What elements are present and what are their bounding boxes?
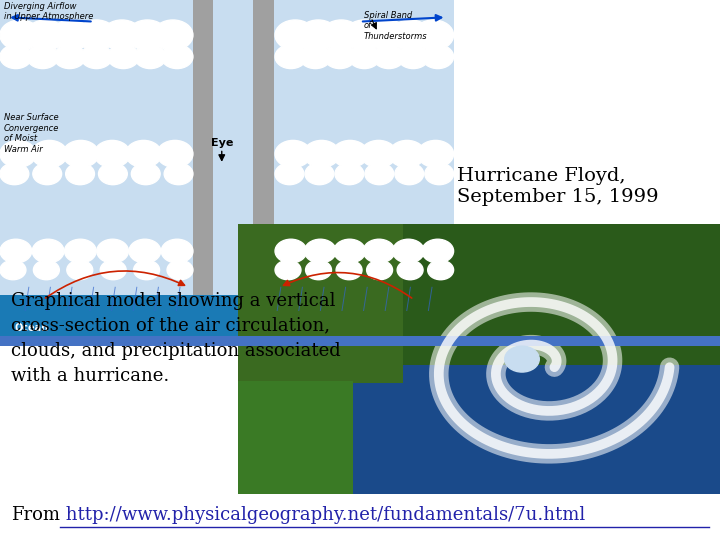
Text: Eye: Eye (210, 138, 233, 148)
Circle shape (66, 163, 94, 185)
Text: Ocean: Ocean (14, 323, 48, 333)
Circle shape (102, 20, 142, 50)
Circle shape (365, 163, 394, 185)
Text: Near Surface
Convergence
of Moist
Warm Air: Near Surface Convergence of Moist Warm A… (4, 113, 59, 153)
Circle shape (422, 45, 454, 69)
FancyBboxPatch shape (253, 0, 274, 295)
Circle shape (167, 260, 193, 280)
FancyBboxPatch shape (238, 224, 403, 383)
Circle shape (0, 239, 32, 263)
Circle shape (153, 20, 193, 50)
Circle shape (373, 45, 405, 69)
Circle shape (63, 140, 99, 167)
Circle shape (428, 260, 454, 280)
Circle shape (397, 260, 423, 280)
Circle shape (390, 20, 431, 50)
Circle shape (363, 239, 395, 263)
Circle shape (505, 346, 539, 372)
FancyBboxPatch shape (193, 0, 213, 295)
Circle shape (366, 260, 392, 280)
Circle shape (275, 140, 311, 167)
FancyBboxPatch shape (0, 0, 454, 336)
Circle shape (67, 260, 93, 280)
Text: http://www.physicalgeography.net/fundamentals/7u.html: http://www.physicalgeography.net/fundame… (60, 506, 585, 524)
Circle shape (305, 260, 331, 280)
Circle shape (418, 140, 454, 167)
Circle shape (131, 163, 160, 185)
Circle shape (361, 140, 397, 167)
Circle shape (25, 20, 66, 50)
Circle shape (367, 20, 408, 50)
Circle shape (336, 260, 362, 280)
Circle shape (348, 45, 380, 69)
Circle shape (33, 260, 59, 280)
Circle shape (304, 140, 340, 167)
Circle shape (107, 45, 139, 69)
Circle shape (54, 45, 86, 69)
Circle shape (392, 239, 424, 263)
Circle shape (65, 239, 96, 263)
Circle shape (324, 45, 356, 69)
Circle shape (321, 20, 361, 50)
Circle shape (275, 163, 304, 185)
Circle shape (344, 20, 384, 50)
Circle shape (125, 140, 161, 167)
Circle shape (275, 20, 315, 50)
Circle shape (397, 45, 429, 69)
Circle shape (298, 20, 338, 50)
Text: Graphical model showing a vertical
cross-section of the air circulation,
clouds,: Graphical model showing a vertical cross… (11, 292, 341, 384)
Text: Diverging Airflow
in Upper Atmosphere: Diverging Airflow in Upper Atmosphere (4, 2, 93, 21)
FancyBboxPatch shape (238, 364, 720, 494)
Circle shape (334, 239, 366, 263)
Circle shape (100, 260, 126, 280)
Circle shape (305, 163, 334, 185)
Circle shape (161, 239, 193, 263)
FancyBboxPatch shape (238, 381, 353, 494)
Circle shape (0, 20, 40, 50)
Circle shape (164, 163, 193, 185)
Circle shape (0, 140, 36, 167)
Circle shape (157, 140, 193, 167)
Circle shape (32, 239, 64, 263)
Circle shape (275, 260, 301, 280)
Text: Spiral Band
of
Thunderstorms: Spiral Band of Thunderstorms (364, 11, 427, 40)
Circle shape (422, 239, 454, 263)
Circle shape (129, 239, 161, 263)
Circle shape (335, 163, 364, 185)
Circle shape (99, 163, 127, 185)
Circle shape (76, 20, 117, 50)
Circle shape (395, 163, 423, 185)
Circle shape (305, 239, 336, 263)
Circle shape (134, 260, 160, 280)
Circle shape (0, 163, 29, 185)
Circle shape (413, 20, 454, 50)
Circle shape (135, 45, 166, 69)
Circle shape (127, 20, 168, 50)
Circle shape (300, 45, 331, 69)
Circle shape (51, 20, 91, 50)
Circle shape (425, 163, 454, 185)
Circle shape (32, 140, 68, 167)
Circle shape (275, 45, 307, 69)
Circle shape (96, 239, 128, 263)
Circle shape (389, 140, 425, 167)
Circle shape (81, 45, 112, 69)
Text: From: From (11, 506, 60, 524)
Circle shape (332, 140, 368, 167)
Circle shape (275, 239, 307, 263)
Circle shape (94, 140, 130, 167)
Circle shape (0, 45, 32, 69)
Circle shape (27, 45, 58, 69)
Text: Hurricane Floyd,
September 15, 1999: Hurricane Floyd, September 15, 1999 (457, 167, 659, 206)
FancyBboxPatch shape (0, 295, 454, 336)
Circle shape (0, 260, 26, 280)
Circle shape (161, 45, 193, 69)
FancyBboxPatch shape (0, 336, 720, 346)
FancyBboxPatch shape (238, 224, 720, 494)
Circle shape (33, 163, 62, 185)
